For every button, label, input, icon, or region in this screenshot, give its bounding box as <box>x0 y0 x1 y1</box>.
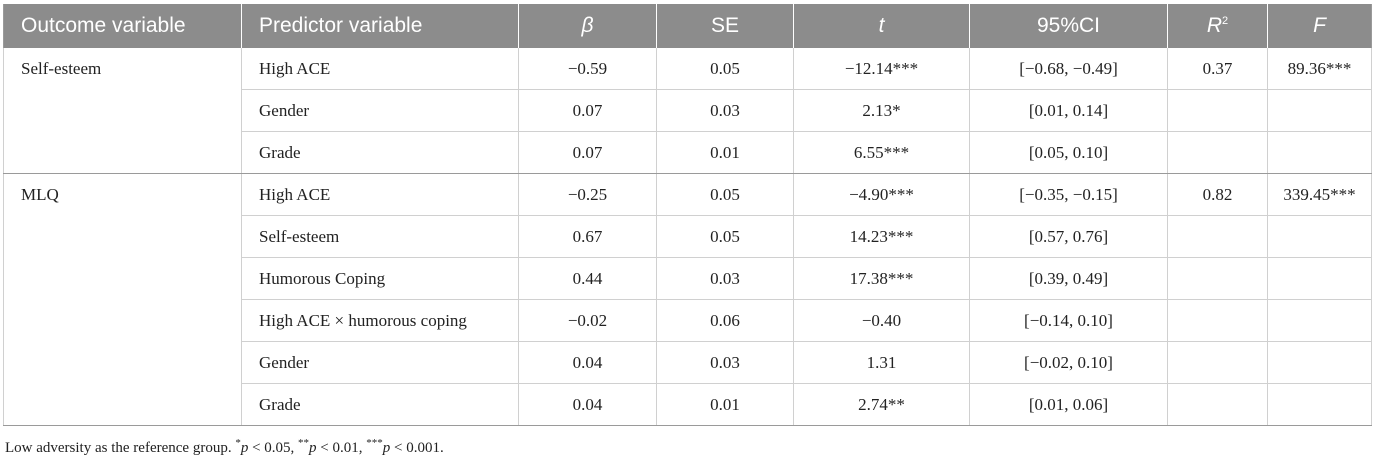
r2-cell-empty <box>1167 89 1268 132</box>
header-f: F <box>1267 4 1372 48</box>
f-cell-empty <box>1267 341 1372 384</box>
r2-cell: 0.82 <box>1167 173 1268 216</box>
r2-cell-empty <box>1167 383 1268 426</box>
footnote-p-3: p <box>382 440 391 456</box>
table-row: Grade 0.07 0.01 6.55*** [0.05, 0.10] <box>4 131 1372 174</box>
se-cell: 0.03 <box>656 257 794 300</box>
se-cell: 0.01 <box>656 131 794 174</box>
ci-cell: [0.05, 0.10] <box>969 131 1168 174</box>
t-cell: 14.23*** <box>793 215 970 258</box>
predictor-cell: High ACE <box>241 48 519 90</box>
regression-table-container: Outcome variable Predictor variable β SE… <box>3 4 1372 426</box>
f-cell: 339.45*** <box>1267 173 1372 216</box>
ci-cell: [−0.35, −0.15] <box>969 173 1168 216</box>
footnote-sig-3: *** <box>366 437 383 449</box>
predictor-cell: High ACE × humorous coping <box>241 299 519 342</box>
footnote-text-3: < 0.001. <box>390 440 444 456</box>
r2-cell-empty <box>1167 299 1268 342</box>
table-row: Self-esteem 0.67 0.05 14.23*** [0.57, 0.… <box>4 215 1372 258</box>
t-cell: 17.38*** <box>793 257 970 300</box>
r2-cell: 0.37 <box>1167 48 1268 90</box>
r2-cell-empty <box>1167 257 1268 300</box>
t-cell: 2.74** <box>793 383 970 426</box>
header-se: SE <box>656 4 794 48</box>
table-row: MLQ High ACE −0.25 0.05 −4.90*** [−0.35,… <box>3 173 1372 426</box>
predictor-cell: Self-esteem <box>241 215 519 258</box>
se-cell: 0.03 <box>656 341 794 384</box>
header-beta: β <box>518 4 657 48</box>
footnote-p-2: p <box>309 440 317 456</box>
t-cell: 2.13* <box>793 89 970 132</box>
t-cell: −4.90*** <box>793 173 970 216</box>
se-cell: 0.03 <box>656 89 794 132</box>
beta-cell: −0.02 <box>518 299 657 342</box>
r2-cell-empty <box>1167 215 1268 258</box>
predictor-cell: Gender <box>241 89 519 132</box>
beta-cell: 0.07 <box>518 131 657 174</box>
header-row: Outcome variable Predictor variable β SE… <box>3 4 1372 48</box>
ci-cell: [0.39, 0.49] <box>969 257 1168 300</box>
se-cell: 0.01 <box>656 383 794 426</box>
t-cell: 6.55*** <box>793 131 970 174</box>
beta-cell: 0.44 <box>518 257 657 300</box>
ci-cell: [−0.02, 0.10] <box>969 341 1168 384</box>
se-cell: 0.05 <box>656 48 794 90</box>
table-row: Humorous Coping 0.44 0.03 17.38*** [0.39… <box>4 257 1372 300</box>
beta-cell: 0.07 <box>518 89 657 132</box>
ci-cell: [0.57, 0.76] <box>969 215 1168 258</box>
outcome-cell: MLQ <box>3 173 242 426</box>
predictor-cell: Humorous Coping <box>241 257 519 300</box>
beta-cell: 0.04 <box>518 341 657 384</box>
se-cell: 0.05 <box>656 215 794 258</box>
predictor-cell: Grade <box>241 131 519 174</box>
r2-cell-empty <box>1167 341 1268 384</box>
header-ci: 95%CI <box>969 4 1168 48</box>
f-cell-empty <box>1267 257 1372 300</box>
table-row: Grade 0.04 0.01 2.74** [0.01, 0.06] <box>4 383 1372 426</box>
t-cell: 1.31 <box>793 341 970 384</box>
t-cell: −12.14*** <box>793 48 970 90</box>
beta-cell: 0.67 <box>518 215 657 258</box>
footnote-text-1: < 0.05, <box>248 440 299 456</box>
beta-cell: −0.25 <box>518 173 657 216</box>
f-cell-empty <box>1267 383 1372 426</box>
outcome-cell: Self-esteem <box>3 48 242 174</box>
se-cell: 0.06 <box>656 299 794 342</box>
header-outcome-variable: Outcome variable <box>3 4 242 48</box>
regression-table: Outcome variable Predictor variable β SE… <box>3 4 1372 426</box>
ci-cell: [0.01, 0.06] <box>969 383 1168 426</box>
f-cell-empty <box>1267 215 1372 258</box>
predictor-cell: High ACE <box>241 173 519 216</box>
table-row: Gender 0.07 0.03 2.13* [0.01, 0.14] <box>4 89 1372 132</box>
t-cell: −0.40 <box>793 299 970 342</box>
ci-cell: [−0.68, −0.49] <box>969 48 1168 90</box>
ci-cell: [0.01, 0.14] <box>969 89 1168 132</box>
beta-cell: 0.04 <box>518 383 657 426</box>
se-cell: 0.05 <box>656 173 794 216</box>
footnote-lead: Low adversity as the reference group. <box>5 440 236 456</box>
f-cell: 89.36*** <box>1267 48 1372 90</box>
beta-cell: −0.59 <box>518 48 657 90</box>
footnote-p-1: p <box>240 440 249 456</box>
predictor-cell: Grade <box>241 383 519 426</box>
table-row: High ACE × humorous coping −0.02 0.06 −0… <box>4 299 1372 342</box>
f-cell-empty <box>1267 89 1372 132</box>
r2-cell-empty <box>1167 131 1268 174</box>
footnote-sig-1: * <box>235 437 241 449</box>
ci-cell: [−0.14, 0.10] <box>969 299 1168 342</box>
header-t: t <box>793 4 970 48</box>
table-footnote: Low adversity as the reference group. *p… <box>5 437 444 457</box>
f-cell-empty <box>1267 131 1372 174</box>
predictor-cell: Gender <box>241 341 519 384</box>
table-row: Self-esteem High ACE −0.59 0.05 −12.14**… <box>3 48 1372 174</box>
footnote-text-2: < 0.01, <box>316 440 367 456</box>
f-cell-empty <box>1267 299 1372 342</box>
table-row: Gender 0.04 0.03 1.31 [−0.02, 0.10] <box>4 341 1372 384</box>
header-predictor-variable: Predictor variable <box>241 4 519 48</box>
header-r-squared: R2 <box>1167 4 1268 48</box>
footnote-sig-2: ** <box>298 437 310 449</box>
